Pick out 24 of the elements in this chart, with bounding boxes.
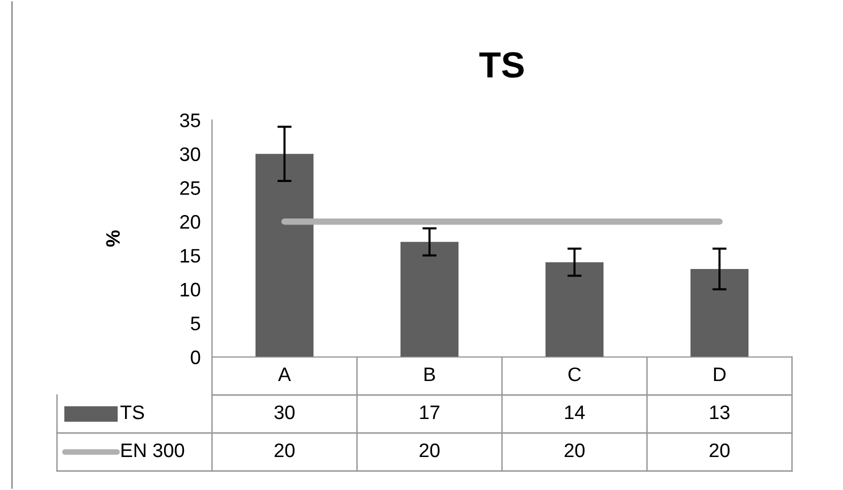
x-tick-label: A (278, 368, 291, 382)
y-tick-label: 25 (180, 181, 200, 195)
x-tick-label: C (568, 367, 581, 382)
data-label: 13 (710, 405, 730, 420)
data-label: 14 (565, 406, 585, 420)
data-label: 20 (274, 443, 295, 458)
y-tick-label: 0 (190, 350, 200, 364)
chart-title: TS (479, 52, 524, 78)
y-axis-title: % (106, 230, 120, 247)
y-tick-label: 15 (180, 249, 200, 263)
y-tick-label: 20 (180, 215, 200, 229)
y-tick-label: 10 (180, 282, 200, 297)
y-tick-label: 35 (180, 113, 200, 128)
data-label: 20 (420, 443, 440, 458)
x-tick-label: D (714, 368, 726, 382)
data-label: 20 (564, 443, 585, 458)
y-tick-label: 30 (180, 147, 200, 162)
data-label: 30 (274, 405, 295, 420)
legend-label: TS (120, 405, 144, 420)
data-label: 20 (710, 443, 730, 458)
x-tick-label: B (424, 368, 435, 382)
legend-label: EN 300 (122, 443, 184, 458)
data-label: 17 (420, 406, 440, 420)
y-tick-label: 5 (190, 316, 200, 330)
